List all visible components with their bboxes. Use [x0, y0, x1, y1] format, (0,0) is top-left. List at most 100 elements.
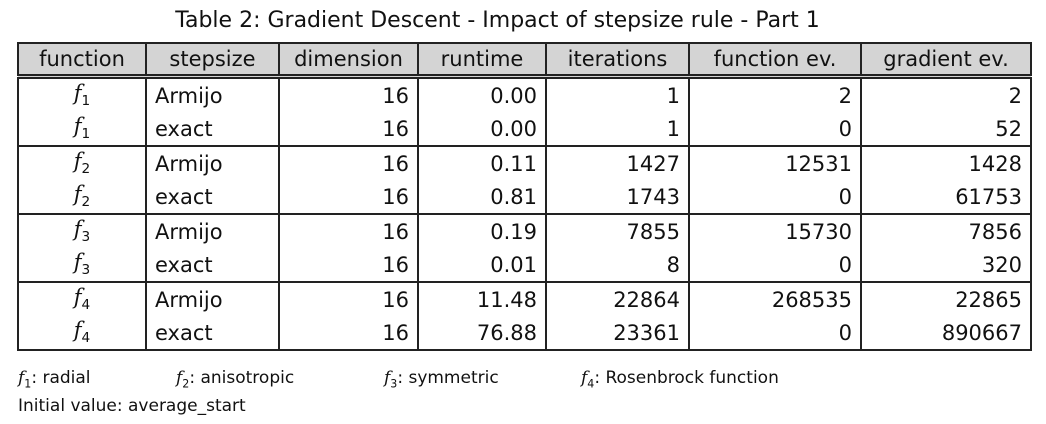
table-cell: 16: [278, 214, 419, 248]
function-cell: f4: [17, 316, 147, 350]
legend-item: f4: Rosenbrock function: [581, 368, 779, 390]
table-cell: 1743: [545, 180, 690, 214]
table-row: f4 Armijo 16 11.48 22864 268535 22865: [17, 282, 1032, 316]
row-group: f2 Armijo 16 0.11 1427 12531 1428 f2 exact 16 0.81…: [17, 146, 1032, 214]
table-cell: Armijo: [145, 214, 280, 248]
column-header: function ev.: [688, 42, 862, 78]
table-cell: 0: [688, 248, 862, 282]
table-cell: 1: [545, 112, 690, 146]
table-cell: 320: [860, 248, 1032, 282]
legend-text: : Rosenbrock function: [594, 368, 779, 388]
function-symbol: f: [73, 250, 82, 275]
table-cell: 16: [278, 282, 419, 316]
function-index: 2: [182, 377, 190, 391]
table-cell: 2: [860, 76, 1032, 112]
table-cell: 22864: [545, 282, 690, 316]
table-cell: exact: [145, 180, 280, 214]
table-cell: 0: [688, 112, 862, 146]
column-header: runtime: [417, 42, 547, 78]
table-cell: Armijo: [145, 76, 280, 112]
table-cell: 0.11: [417, 146, 547, 180]
function-symbol: f: [384, 368, 391, 388]
function-cell: f2: [17, 146, 147, 180]
table-cell: 1428: [860, 146, 1032, 180]
table-cell: 16: [278, 146, 419, 180]
table-row: f3 Armijo 16 0.19 7855 15730 7856: [17, 214, 1032, 248]
legend-text: : radial: [31, 368, 91, 388]
legend-item: f1: radial: [18, 368, 91, 390]
table-cell: exact: [145, 248, 280, 282]
legend-text: : anisotropic: [189, 368, 295, 388]
function-cell: f1: [17, 76, 147, 112]
table-cell: 268535: [688, 282, 862, 316]
function-symbol: f: [581, 368, 588, 388]
function-cell: f3: [17, 248, 147, 282]
column-header: function: [17, 42, 147, 78]
table-cell: 0.81: [417, 180, 547, 214]
function-cell: f2: [17, 180, 147, 214]
legend-item: f2: anisotropic: [176, 368, 294, 390]
function-symbol: f: [73, 318, 82, 343]
table-cell: 0.01: [417, 248, 547, 282]
function-symbol: f: [176, 368, 183, 388]
function-index: 3: [81, 229, 91, 246]
table-cell: 0: [688, 316, 862, 350]
table-row: f2 Armijo 16 0.11 1427 12531 1428: [17, 146, 1032, 180]
table-cell: 16: [278, 76, 419, 112]
table-cell: 1: [545, 76, 690, 112]
function-index: 1: [24, 377, 32, 391]
column-header: iterations: [545, 42, 690, 78]
table-row: f3 exact 16 0.01 8 0 320: [17, 248, 1032, 282]
header-row: function stepsize dimension runtime iteratio…: [17, 42, 1032, 78]
function-index: 1: [81, 126, 91, 143]
table-cell: 22865: [860, 282, 1032, 316]
table-row: f1 exact 16 0.00 1 0 52: [17, 112, 1032, 146]
table-cell: exact: [145, 316, 280, 350]
table-cell: Armijo: [145, 282, 280, 316]
column-header: gradient ev.: [860, 42, 1032, 78]
table-cell: 890667: [860, 316, 1032, 350]
table-cell: 76.88: [417, 316, 547, 350]
table-cell: 0.19: [417, 214, 547, 248]
table-row: f4 exact 16 76.88 23361 0 890667: [17, 316, 1032, 350]
column-header: stepsize: [145, 42, 280, 78]
table-cell: 15730: [688, 214, 862, 248]
function-symbol: f: [73, 182, 82, 207]
table-cell: 16: [278, 180, 419, 214]
table-cell: 61753: [860, 180, 1032, 214]
table-cell: 12531: [688, 146, 862, 180]
row-group: f4 Armijo 16 11.48 22864 268535 22865 f4 exact 16…: [17, 282, 1032, 350]
table-cell: 0.00: [417, 76, 547, 112]
function-symbol: f: [73, 81, 82, 106]
function-symbol: f: [73, 217, 82, 242]
column-header: dimension: [278, 42, 419, 78]
results-table: function stepsize dimension runtime iteratio…: [17, 42, 1032, 351]
table-cell: 1427: [545, 146, 690, 180]
function-index: 4: [81, 297, 91, 314]
function-index: 4: [81, 330, 91, 347]
function-index: 2: [81, 194, 91, 211]
table-header: function stepsize dimension runtime iteratio…: [17, 42, 1032, 78]
legend-item: f3: symmetric: [384, 368, 499, 390]
table-cell: 7855: [545, 214, 690, 248]
table-cell: exact: [145, 112, 280, 146]
table-cell: 11.48: [417, 282, 547, 316]
table-cell: 16: [278, 316, 419, 350]
function-symbol: f: [18, 368, 25, 388]
function-cell: f3: [17, 214, 147, 248]
table-cell: 52: [860, 112, 1032, 146]
row-group: f3 Armijo 16 0.19 7855 15730 7856 f3 exact 16 0.01…: [17, 214, 1032, 282]
table-cell: 8: [545, 248, 690, 282]
function-index: 3: [390, 377, 398, 391]
note: Initial value: average_start: [18, 396, 246, 416]
table-row: f1 Armijo 16 0.00 1 2 2: [17, 76, 1032, 112]
table-cell: 2: [688, 76, 862, 112]
row-group: f1 Armijo 16 0.00 1 2 2 f1 exact 16 0.00 1 0 52: [17, 76, 1032, 146]
table-title: Table 2: Gradient Descent - Impact of st…: [175, 8, 820, 33]
table-cell: 7856: [860, 214, 1032, 248]
function-cell: f1: [17, 112, 147, 146]
function-index: 4: [587, 377, 595, 391]
table-row: f2 exact 16 0.81 1743 0 61753: [17, 180, 1032, 214]
function-index: 3: [81, 262, 91, 279]
